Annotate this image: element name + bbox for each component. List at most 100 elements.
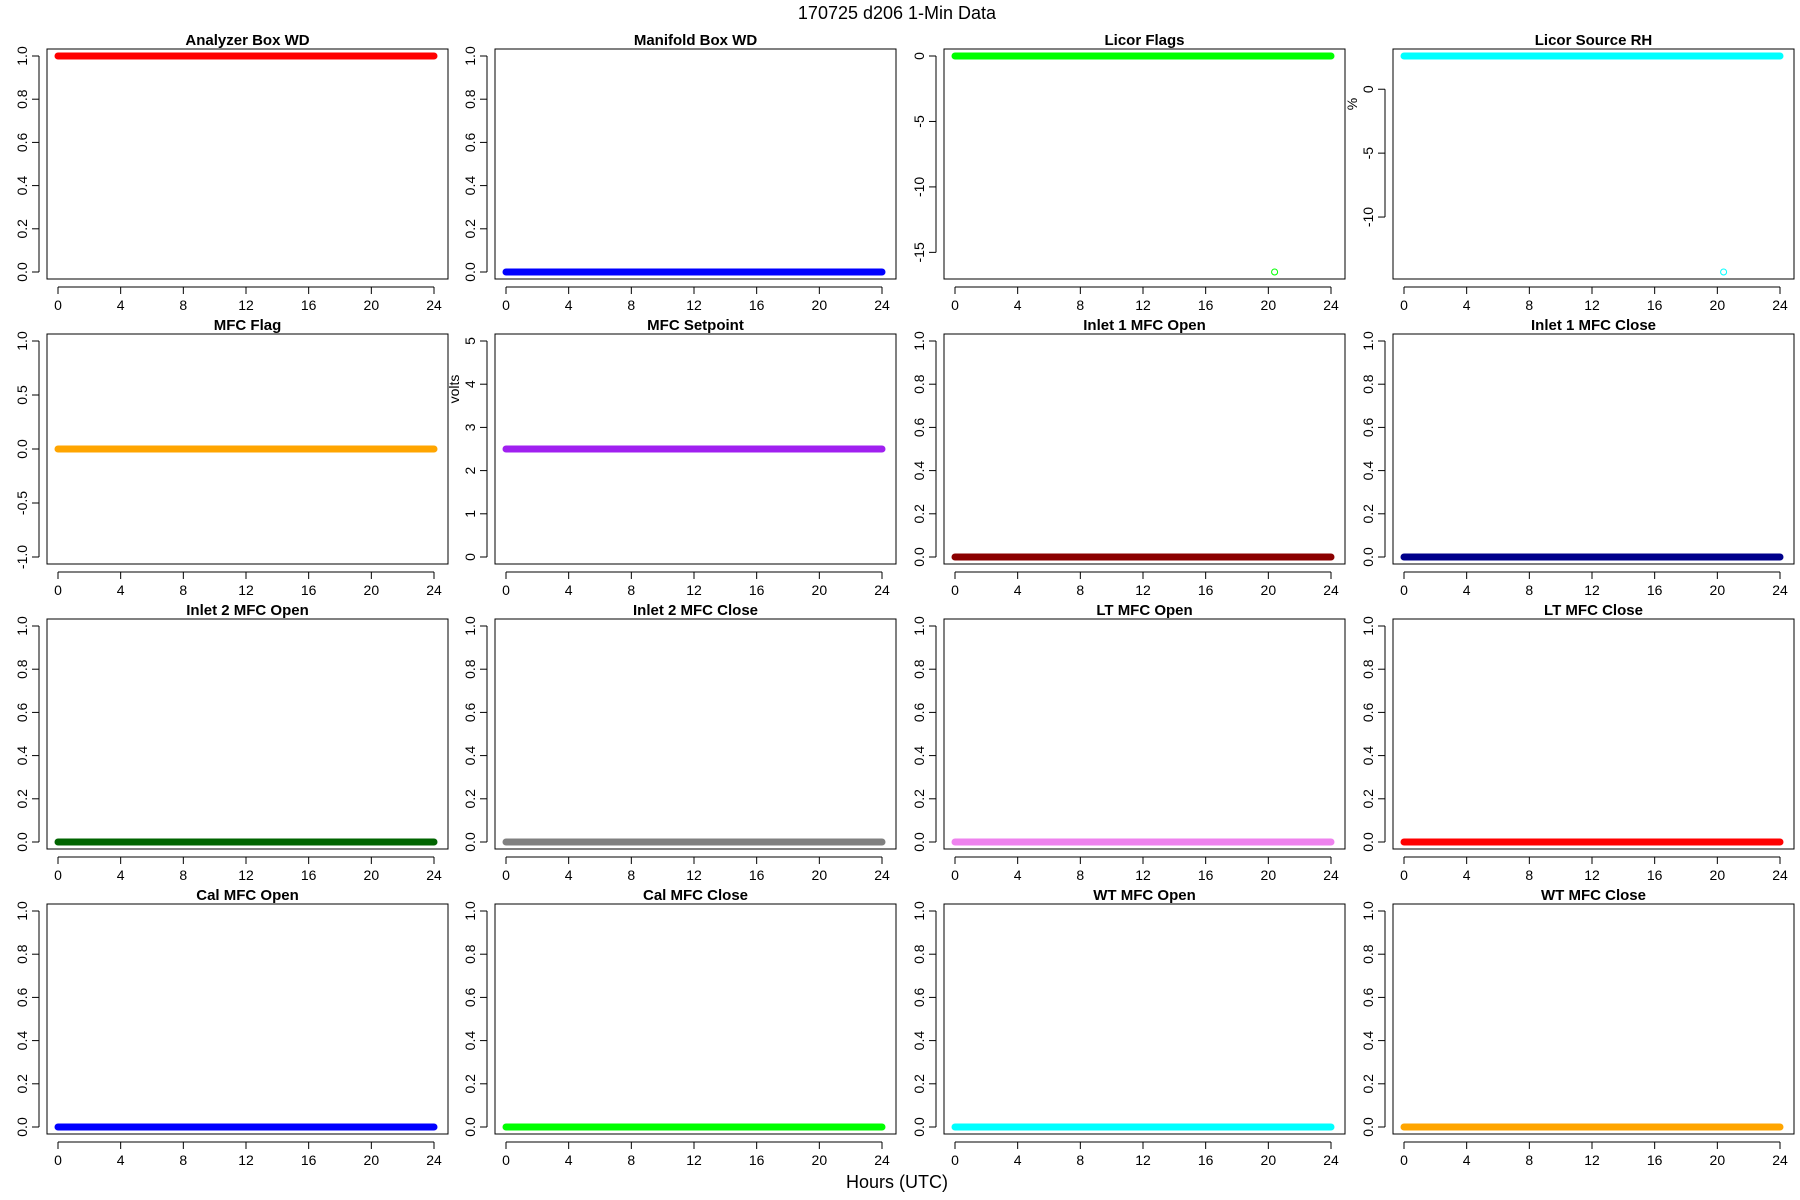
x-tick-label: 20 <box>1261 867 1277 883</box>
x-tick-label: 12 <box>238 1152 254 1168</box>
y-tick-label: 0.5 <box>14 385 30 405</box>
panel-title: Analyzer Box WD <box>185 32 309 49</box>
y-tick-label: 0.4 <box>911 1031 927 1051</box>
x-tick-label: 8 <box>1525 867 1533 883</box>
y-tick-label: 0.4 <box>462 746 478 766</box>
chart-panel: LT MFC Close 0 4 8 12 16 20 24 0.0 0.2 0.4 0.6 0.8 1.… <box>1360 602 1795 883</box>
panel-title: LT MFC Open <box>1096 602 1192 619</box>
panel-title: Cal MFC Close <box>643 887 748 904</box>
x-tick-label: 4 <box>565 1152 573 1168</box>
y-tick-label: 1.0 <box>14 616 30 636</box>
panel-title: WT MFC Open <box>1093 887 1195 904</box>
x-tick-label: 24 <box>1772 867 1788 883</box>
y-tick-label: 0.6 <box>911 702 927 722</box>
x-tick-label: 4 <box>117 1152 125 1168</box>
x-tick-label: 24 <box>1772 582 1788 598</box>
x-tick-label: 24 <box>1323 1152 1339 1168</box>
y-tick-label: 1.0 <box>14 331 30 351</box>
x-tick-label: 12 <box>686 582 702 598</box>
y-tick-label: 0.8 <box>911 659 927 679</box>
x-tick-label: 0 <box>54 867 62 883</box>
panel-title: Manifold Box WD <box>634 32 757 49</box>
x-tick-label: 8 <box>627 582 635 598</box>
x-tick-label: 20 <box>364 582 380 598</box>
x-tick-label: 0 <box>54 1152 62 1168</box>
x-tick-label: 0 <box>951 582 959 598</box>
x-tick-label: 0 <box>54 297 62 313</box>
x-tick-label: 24 <box>426 1152 442 1168</box>
x-tick-label: 0 <box>1400 867 1408 883</box>
y-tick-label: 0.4 <box>462 176 478 196</box>
x-tick-label: 24 <box>1772 1152 1788 1168</box>
x-tick-label: 20 <box>364 867 380 883</box>
y-tick-label: 0.2 <box>14 219 30 239</box>
x-tick-label: 12 <box>1584 867 1600 883</box>
x-tick-label: 4 <box>565 582 573 598</box>
x-tick-label: 24 <box>874 1152 890 1168</box>
x-tick-label: 20 <box>812 297 828 313</box>
x-tick-label: 8 <box>1076 1152 1084 1168</box>
x-tick-label: 4 <box>565 297 573 313</box>
chart-panel: Licor Flags 0 4 8 12 16 20 24 -15 -10 -5 0 <box>911 32 1346 313</box>
chart-panel: MFC Flag 0 4 8 12 16 20 24 -1.0 -0.5 0.0 0.5 1.0 <box>14 317 449 598</box>
x-tick-label: 20 <box>1261 582 1277 598</box>
x-tick-label: 12 <box>686 867 702 883</box>
chart-panel: WT MFC Open 0 4 8 12 16 20 24 0.0 0.2 0.4 0.6 0.8 1.0 <box>911 887 1346 1168</box>
x-tick-label: 16 <box>301 297 317 313</box>
x-tick-label: 16 <box>1647 297 1663 313</box>
x-tick-label: 4 <box>117 582 125 598</box>
x-tick-label: 16 <box>1647 582 1663 598</box>
y-tick-label: 0.0 <box>1360 1117 1376 1137</box>
y-axis-label: volts <box>446 375 462 404</box>
x-tick-label: 20 <box>1710 1152 1726 1168</box>
data-point <box>1271 268 1279 276</box>
y-tick-label: 0.0 <box>911 547 927 567</box>
x-tick-label: 16 <box>301 582 317 598</box>
x-tick-label: 20 <box>812 582 828 598</box>
y-tick-label: 0.2 <box>911 504 927 524</box>
y-tick-label: 5 <box>462 337 478 345</box>
x-tick-label: 12 <box>1584 297 1600 313</box>
x-tick-label: 20 <box>1710 297 1726 313</box>
y-tick-label: 1.0 <box>1360 331 1376 351</box>
data-point <box>1720 268 1728 276</box>
plot-frame <box>494 903 897 1135</box>
x-tick-label: 4 <box>1014 1152 1022 1168</box>
y-tick-label: 0 <box>1360 85 1376 93</box>
y-tick-label: 0.2 <box>1360 504 1376 524</box>
y-tick-label: 0.0 <box>14 262 30 282</box>
y-tick-label: 0.4 <box>1360 1031 1376 1051</box>
x-tick-label: 12 <box>686 1152 702 1168</box>
x-tick-label: 8 <box>1525 1152 1533 1168</box>
x-tick-label: 8 <box>1076 867 1084 883</box>
y-tick-label: 0.0 <box>462 832 478 852</box>
plot-frame <box>46 48 449 280</box>
x-tick-label: 12 <box>1135 297 1151 313</box>
y-tick-label: 0.6 <box>462 132 478 152</box>
x-tick-label: 0 <box>951 867 959 883</box>
y-tick-label: 0.4 <box>14 746 30 766</box>
y-tick-label: 2 <box>462 466 478 474</box>
y-tick-label: 0.2 <box>462 789 478 809</box>
x-tick-label: 0 <box>502 1152 510 1168</box>
y-tick-label: 0.4 <box>14 176 30 196</box>
x-tick-label: 4 <box>1463 297 1471 313</box>
chart-panel: Analyzer Box WD 0 4 8 12 16 20 24 0.0 0.2 0.4 0.6 0.… <box>14 32 449 313</box>
y-tick-label: 1.0 <box>911 616 927 636</box>
x-tick-label: 20 <box>1261 1152 1277 1168</box>
y-tick-label: 0.6 <box>462 987 478 1007</box>
x-tick-label: 16 <box>749 297 765 313</box>
y-tick-label: -10 <box>911 177 927 197</box>
panel-title: Licor Flags <box>1104 32 1184 49</box>
x-tick-label: 0 <box>502 297 510 313</box>
y-tick-label: 0.8 <box>14 944 30 964</box>
x-tick-label: 20 <box>1710 582 1726 598</box>
y-tick-label: -5 <box>1360 147 1376 160</box>
y-tick-label: 0.2 <box>14 1074 30 1094</box>
x-tick-label: 16 <box>1198 297 1214 313</box>
plot-frame <box>943 618 1346 850</box>
panel-title: Cal MFC Open <box>196 887 299 904</box>
y-tick-label: -1.0 <box>14 545 30 569</box>
x-tick-label: 8 <box>1076 582 1084 598</box>
